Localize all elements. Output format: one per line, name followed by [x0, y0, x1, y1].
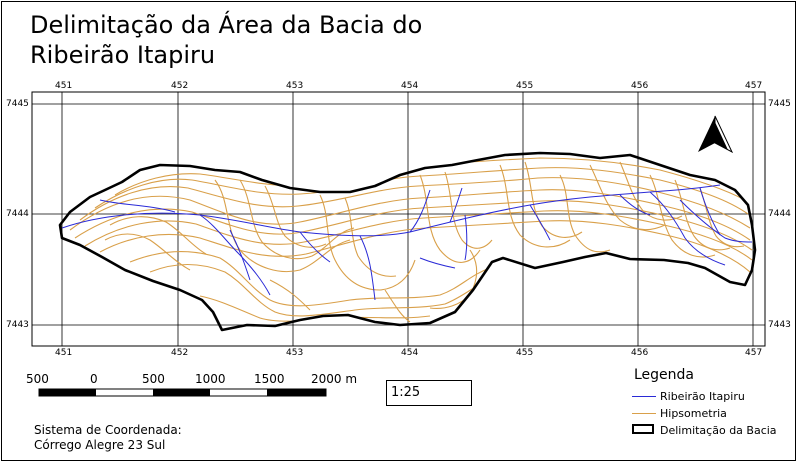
coordinate-system-note: Sistema de Coordenada: Córrego Alegre 23… [34, 423, 182, 453]
map-panel-border [31, 91, 766, 347]
basin-boundary [58, 151, 757, 332]
x-tick-bottom: 453 [286, 348, 304, 358]
scale-label: 2000 m [311, 372, 358, 386]
legend-label: Hipsometria [660, 407, 727, 420]
legend-label: Ribeirão Itapiru [660, 390, 745, 403]
legend-item-boundary: Delimitação da Bacia [630, 424, 790, 438]
x-tick-top: 457 [745, 81, 763, 91]
x-tick-bottom: 456 [631, 348, 649, 358]
legend-item-river: Ribeirão Itapiru [630, 390, 790, 404]
boundary-box-icon [632, 424, 654, 434]
x-tick-top: 456 [631, 81, 649, 91]
crs-line-1: Sistema de Coordenada: [34, 423, 182, 437]
legend-label: Delimitação da Bacia [660, 424, 777, 437]
y-tick-left: 7443 [6, 320, 29, 330]
x-tick-top: 452 [171, 81, 189, 91]
scale-label: 1000 [195, 372, 226, 386]
legend: Legenda Ribeirão Itapiru Hipsometria Del… [630, 367, 790, 441]
x-tick-bottom: 457 [745, 348, 763, 358]
x-tick-bottom: 451 [55, 348, 73, 358]
x-tick-top: 455 [516, 81, 534, 91]
contour-line-icon [632, 413, 656, 414]
x-tick-top: 453 [286, 81, 304, 91]
y-tick-right: 7443 [768, 320, 791, 330]
scale-labels: 500 0 500 1000 1500 2000 m [18, 372, 378, 412]
x-tick-bottom: 454 [401, 348, 419, 358]
x-tick-top: 454 [401, 81, 419, 91]
x-tick-top: 451 [55, 81, 73, 91]
x-tick-bottom: 455 [516, 348, 534, 358]
crs-line-2: Córrego Alegre 23 Sul [34, 438, 166, 452]
y-tick-left: 7445 [6, 99, 29, 109]
scale-ratio-box: 1:25 [386, 380, 472, 406]
contour-lines [69, 157, 753, 323]
scale-label: 500 [142, 372, 165, 386]
legend-title: Legenda [634, 367, 695, 383]
scale-label: 1500 [254, 372, 285, 386]
river-network [61, 184, 753, 301]
y-tick-right: 7445 [768, 99, 791, 109]
scale-label: 0 [90, 372, 98, 386]
legend-item-contour: Hipsometria [630, 407, 790, 421]
river-line-icon [632, 396, 656, 397]
title-line-1: Delimitação da Área da Bacia do [30, 11, 423, 39]
x-tick-bottom: 452 [171, 348, 189, 358]
y-tick-right: 7444 [768, 209, 791, 219]
title-line-2: Ribeirão Itapiru [30, 41, 216, 69]
y-tick-left: 7444 [6, 209, 29, 219]
map-title: Delimitação da Área da Bacia do Ribeirão… [30, 10, 422, 70]
north-arrow-icon [698, 115, 734, 154]
scale-bar [38, 388, 327, 397]
scale-label: 500 [26, 372, 49, 386]
